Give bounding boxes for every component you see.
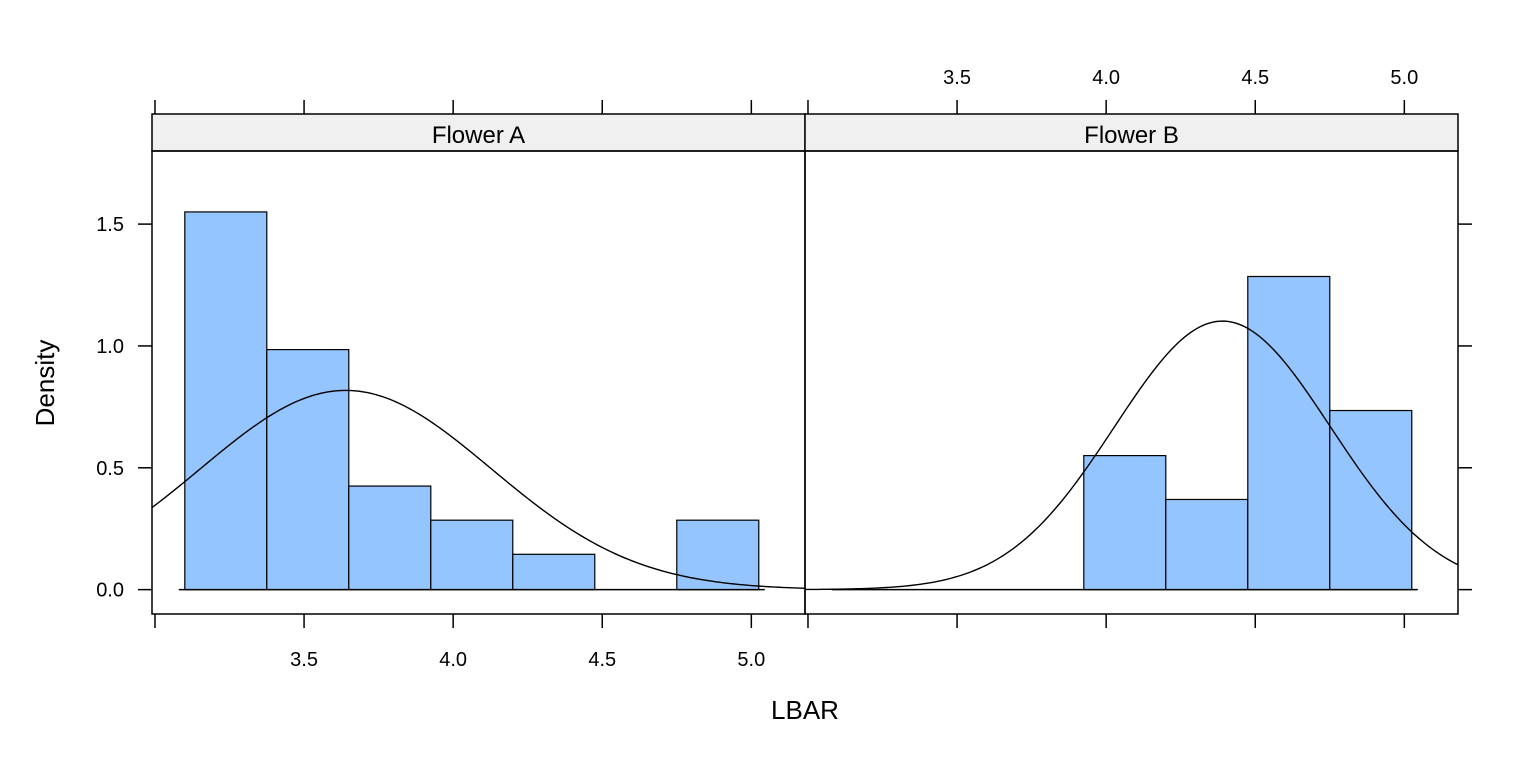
panel-flower-a: Flower A 3.5 4.0 4.5 5.0 — [151, 100, 806, 671]
histogram-bar — [676, 519, 760, 591]
x-tick-label: 4.0 — [1092, 67, 1120, 89]
histogram-bar — [1165, 498, 1249, 591]
x-tick-label: 5.0 — [737, 649, 765, 671]
y-tick-label: 1.0 — [96, 336, 124, 358]
histogram-bar — [184, 211, 268, 591]
x-tick-label: 4.0 — [439, 649, 467, 671]
histogram-bar — [266, 349, 350, 591]
y-tick-label: 0.0 — [96, 580, 124, 602]
strip-background — [151, 113, 806, 152]
x-tick-label: 3.5 — [290, 649, 318, 671]
y-tick-label: 0.5 — [96, 458, 124, 480]
histogram-bar — [1247, 275, 1331, 591]
histogram-bar — [1329, 409, 1413, 591]
x-tick-label: 5.0 — [1390, 67, 1418, 89]
density-curve — [151, 389, 806, 589]
histogram-bar — [430, 519, 514, 591]
histogram-bar — [348, 485, 432, 591]
histogram-bar — [512, 553, 596, 591]
y-tick-label: 1.5 — [96, 214, 124, 236]
x-tick-label: 3.5 — [943, 67, 971, 89]
histogram-bar — [1083, 455, 1167, 591]
strip-label: Flower A — [432, 122, 525, 149]
x-tick-label: 4.5 — [588, 649, 616, 671]
density-curve — [804, 320, 1459, 591]
x-tick-label: 4.5 — [1241, 67, 1269, 89]
panel-flower-b: Flower B 3.5 4.0 4.5 5.0 — [804, 67, 1459, 628]
y-axis-title: Density — [30, 340, 60, 427]
x-axis-title: LBAR — [771, 695, 839, 725]
panels: Flower A 3.5 4.0 4.5 5.0 Flower B 3.5 4.0 4.5 5.0… — [96, 67, 1472, 671]
strip-label: Flower B — [1084, 122, 1179, 149]
panel-border — [804, 150, 1459, 615]
